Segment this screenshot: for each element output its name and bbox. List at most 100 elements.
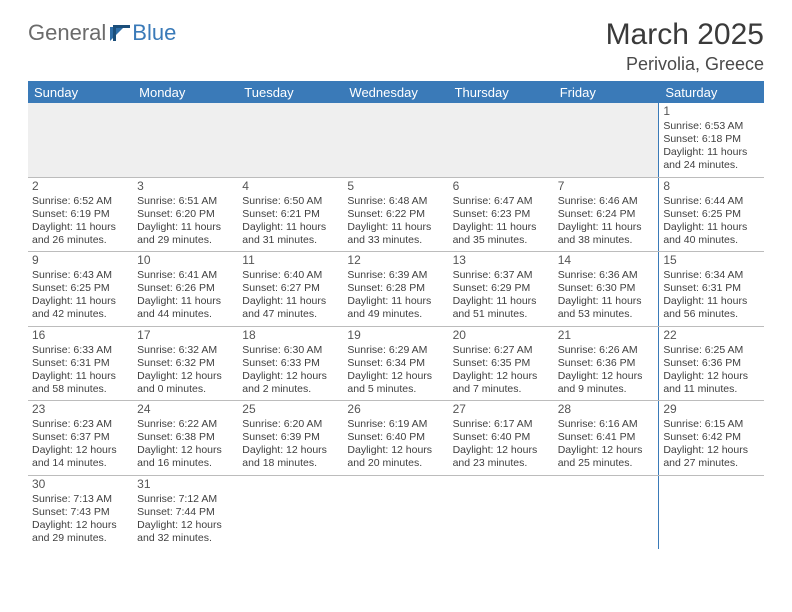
sunrise-text: Sunrise: 6:26 AM bbox=[558, 344, 655, 357]
day-cell: 28Sunrise: 6:16 AMSunset: 6:41 PMDayligh… bbox=[554, 401, 659, 476]
sunrise-text: Sunrise: 6:37 AM bbox=[453, 269, 550, 282]
daylight-text: Daylight: 11 hours bbox=[347, 221, 444, 234]
sunrise-text: Sunrise: 6:33 AM bbox=[32, 344, 129, 357]
daylight-text: Daylight: 12 hours bbox=[558, 370, 655, 383]
daylight-text: and 53 minutes. bbox=[558, 308, 655, 321]
daylight-text: and 32 minutes. bbox=[137, 532, 234, 545]
daylight-text: and 56 minutes. bbox=[663, 308, 760, 321]
sunset-text: Sunset: 6:25 PM bbox=[663, 208, 760, 221]
daylight-text: and 27 minutes. bbox=[663, 457, 760, 470]
day-cell: 12Sunrise: 6:39 AMSunset: 6:28 PMDayligh… bbox=[343, 252, 448, 327]
sunrise-text: Sunrise: 6:48 AM bbox=[347, 195, 444, 208]
daylight-text: Daylight: 12 hours bbox=[32, 444, 129, 457]
daylight-text: Daylight: 12 hours bbox=[453, 444, 550, 457]
daylight-text: Daylight: 12 hours bbox=[32, 519, 129, 532]
sunset-text: Sunset: 6:19 PM bbox=[32, 208, 129, 221]
day-number: 4 bbox=[242, 179, 339, 194]
sunset-text: Sunset: 6:40 PM bbox=[347, 431, 444, 444]
sunset-text: Sunset: 7:43 PM bbox=[32, 506, 129, 519]
month-year: March 2025 bbox=[606, 18, 764, 52]
sunrise-text: Sunrise: 6:39 AM bbox=[347, 269, 444, 282]
day-cell: 18Sunrise: 6:30 AMSunset: 6:33 PMDayligh… bbox=[238, 326, 343, 401]
daylight-text: Daylight: 11 hours bbox=[663, 295, 760, 308]
sunrise-text: Sunrise: 6:19 AM bbox=[347, 418, 444, 431]
daylight-text: and 26 minutes. bbox=[32, 234, 129, 247]
sunrise-text: Sunrise: 6:43 AM bbox=[32, 269, 129, 282]
day-number: 1 bbox=[663, 104, 760, 119]
day-number: 9 bbox=[32, 253, 129, 268]
weekday-header: Friday bbox=[554, 81, 659, 103]
weekday-header: Tuesday bbox=[238, 81, 343, 103]
daylight-text: Daylight: 12 hours bbox=[242, 444, 339, 457]
sunset-text: Sunset: 6:26 PM bbox=[137, 282, 234, 295]
weekday-header: Monday bbox=[133, 81, 238, 103]
day-cell: 2Sunrise: 6:52 AMSunset: 6:19 PMDaylight… bbox=[28, 177, 133, 252]
day-number: 29 bbox=[663, 402, 760, 417]
day-cell: 1Sunrise: 6:53 AMSunset: 6:18 PMDaylight… bbox=[659, 103, 764, 177]
day-cell: 16Sunrise: 6:33 AMSunset: 6:31 PMDayligh… bbox=[28, 326, 133, 401]
daylight-text: Daylight: 11 hours bbox=[32, 295, 129, 308]
day-cell: 24Sunrise: 6:22 AMSunset: 6:38 PMDayligh… bbox=[133, 401, 238, 476]
day-number: 12 bbox=[347, 253, 444, 268]
sunrise-text: Sunrise: 6:50 AM bbox=[242, 195, 339, 208]
sunset-text: Sunset: 6:22 PM bbox=[347, 208, 444, 221]
sunrise-text: Sunrise: 6:20 AM bbox=[242, 418, 339, 431]
day-number: 5 bbox=[347, 179, 444, 194]
week-row: 23Sunrise: 6:23 AMSunset: 6:37 PMDayligh… bbox=[28, 401, 764, 476]
sunset-text: Sunset: 6:33 PM bbox=[242, 357, 339, 370]
sunset-text: Sunset: 6:30 PM bbox=[558, 282, 655, 295]
sunrise-text: Sunrise: 6:23 AM bbox=[32, 418, 129, 431]
sunset-text: Sunset: 6:34 PM bbox=[347, 357, 444, 370]
day-number: 8 bbox=[663, 179, 760, 194]
sunrise-text: Sunrise: 6:46 AM bbox=[558, 195, 655, 208]
day-cell bbox=[238, 475, 343, 549]
daylight-text: and 47 minutes. bbox=[242, 308, 339, 321]
day-cell bbox=[449, 475, 554, 549]
day-number: 27 bbox=[453, 402, 550, 417]
sunset-text: Sunset: 6:38 PM bbox=[137, 431, 234, 444]
day-cell: 19Sunrise: 6:29 AMSunset: 6:34 PMDayligh… bbox=[343, 326, 448, 401]
day-cell: 22Sunrise: 6:25 AMSunset: 6:36 PMDayligh… bbox=[659, 326, 764, 401]
sunrise-text: Sunrise: 6:53 AM bbox=[663, 120, 760, 133]
day-cell: 27Sunrise: 6:17 AMSunset: 6:40 PMDayligh… bbox=[449, 401, 554, 476]
daylight-text: Daylight: 11 hours bbox=[32, 370, 129, 383]
sunrise-text: Sunrise: 6:15 AM bbox=[663, 418, 760, 431]
day-cell bbox=[133, 103, 238, 177]
location: Perivolia, Greece bbox=[606, 54, 764, 75]
sunset-text: Sunset: 6:41 PM bbox=[558, 431, 655, 444]
daylight-text: Daylight: 12 hours bbox=[137, 519, 234, 532]
daylight-text: Daylight: 12 hours bbox=[137, 370, 234, 383]
daylight-text: Daylight: 11 hours bbox=[347, 295, 444, 308]
calendar-table: Sunday Monday Tuesday Wednesday Thursday… bbox=[28, 81, 764, 549]
sunset-text: Sunset: 6:24 PM bbox=[558, 208, 655, 221]
daylight-text: and 35 minutes. bbox=[453, 234, 550, 247]
logo: General Blue bbox=[28, 20, 176, 46]
logo-flag-icon bbox=[110, 25, 132, 41]
day-cell: 20Sunrise: 6:27 AMSunset: 6:35 PMDayligh… bbox=[449, 326, 554, 401]
daylight-text: and 24 minutes. bbox=[663, 159, 760, 172]
daylight-text: Daylight: 12 hours bbox=[663, 370, 760, 383]
sunset-text: Sunset: 6:28 PM bbox=[347, 282, 444, 295]
daylight-text: Daylight: 11 hours bbox=[32, 221, 129, 234]
sunset-text: Sunset: 6:31 PM bbox=[663, 282, 760, 295]
day-cell: 23Sunrise: 6:23 AMSunset: 6:37 PMDayligh… bbox=[28, 401, 133, 476]
daylight-text: and 44 minutes. bbox=[137, 308, 234, 321]
daylight-text: Daylight: 11 hours bbox=[453, 295, 550, 308]
weekday-header: Sunday bbox=[28, 81, 133, 103]
sunrise-text: Sunrise: 6:47 AM bbox=[453, 195, 550, 208]
sunset-text: Sunset: 6:18 PM bbox=[663, 133, 760, 146]
daylight-text: Daylight: 12 hours bbox=[453, 370, 550, 383]
daylight-text: and 18 minutes. bbox=[242, 457, 339, 470]
sunrise-text: Sunrise: 6:51 AM bbox=[137, 195, 234, 208]
sunrise-text: Sunrise: 6:22 AM bbox=[137, 418, 234, 431]
day-cell: 26Sunrise: 6:19 AMSunset: 6:40 PMDayligh… bbox=[343, 401, 448, 476]
daylight-text: Daylight: 12 hours bbox=[663, 444, 760, 457]
day-number: 18 bbox=[242, 328, 339, 343]
day-number: 7 bbox=[558, 179, 655, 194]
daylight-text: Daylight: 11 hours bbox=[242, 295, 339, 308]
sunset-text: Sunset: 6:29 PM bbox=[453, 282, 550, 295]
day-cell bbox=[343, 103, 448, 177]
daylight-text: and 5 minutes. bbox=[347, 383, 444, 396]
weekday-header: Wednesday bbox=[343, 81, 448, 103]
sunrise-text: Sunrise: 6:17 AM bbox=[453, 418, 550, 431]
